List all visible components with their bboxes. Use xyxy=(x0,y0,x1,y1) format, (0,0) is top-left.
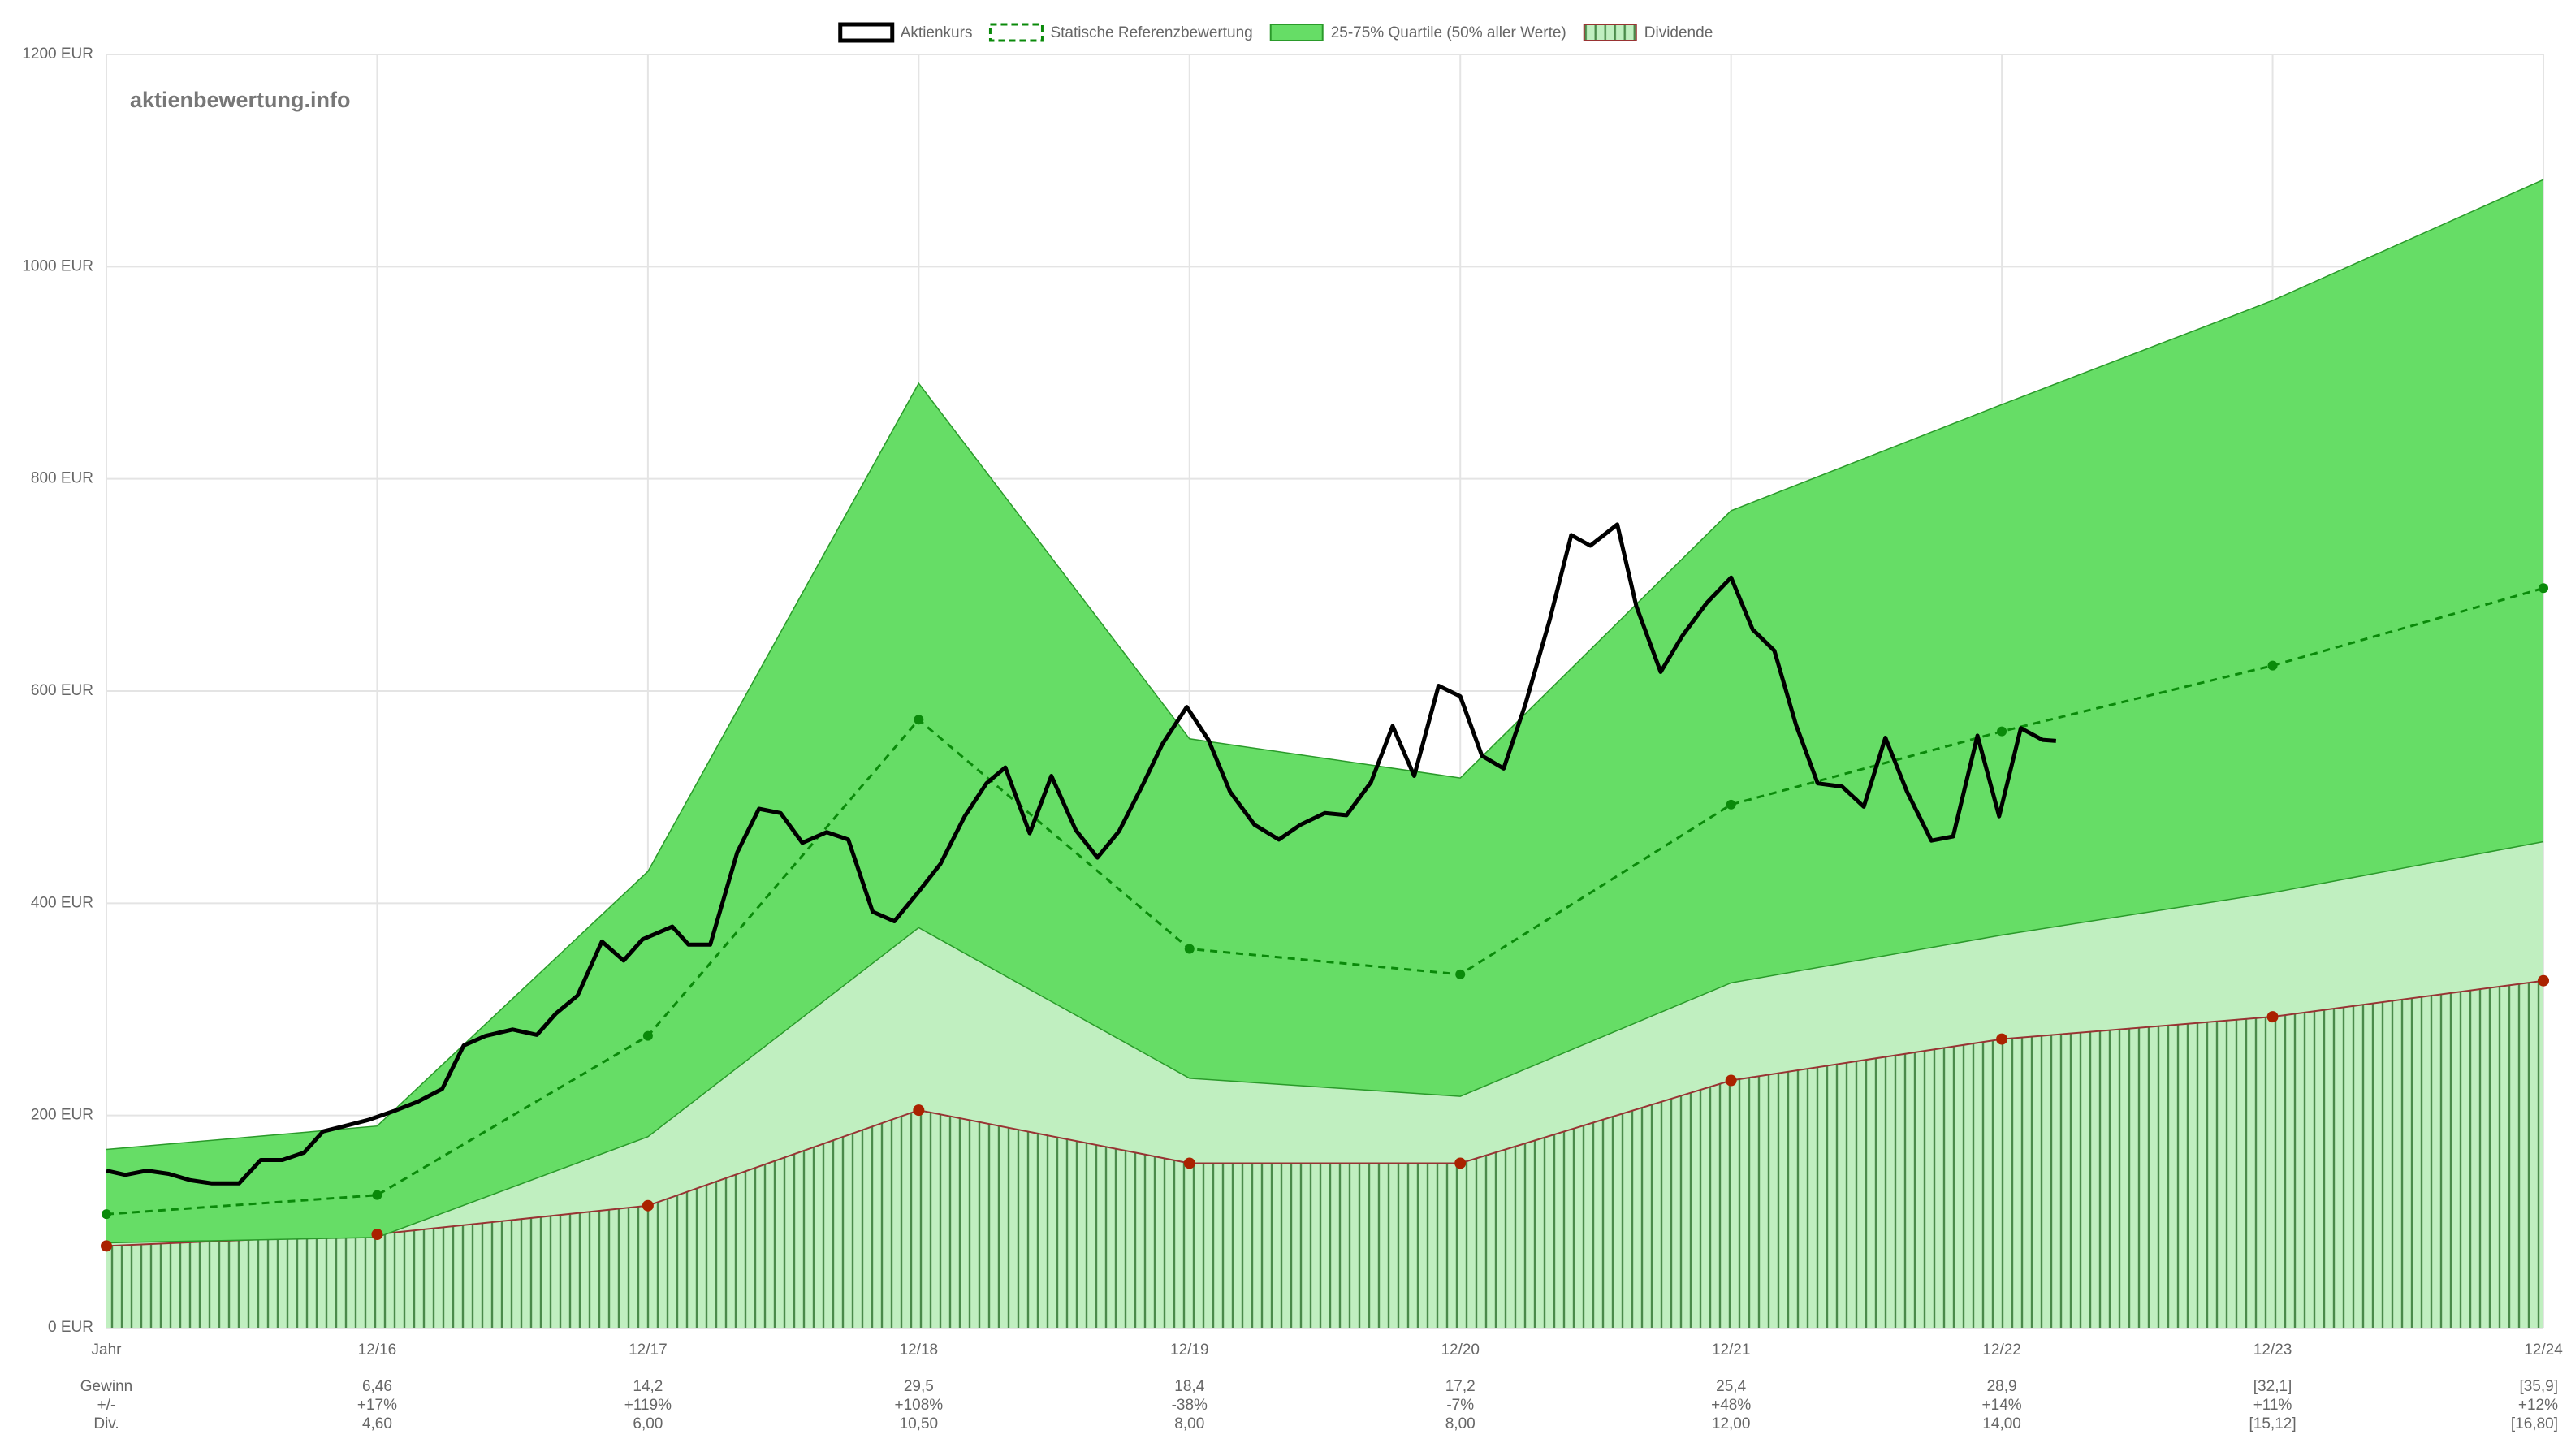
x-tick-label: 12/20 xyxy=(1441,1342,1480,1359)
legend-label: Statische Referenzbewertung xyxy=(1050,24,1252,41)
table-cell: +11% xyxy=(2253,1397,2292,1414)
legend: Aktienkurs Statische Referenzbewertung 25-… xyxy=(838,22,1713,43)
table-row-label: Gewinn xyxy=(80,1378,132,1395)
reference-dot xyxy=(2267,660,2278,671)
quartile-band xyxy=(106,179,2543,1243)
table-cell: -38% xyxy=(1172,1397,1208,1414)
y-tick-label: 1000 EUR xyxy=(22,257,93,274)
table-cell: +12% xyxy=(2518,1397,2558,1414)
legend-swatch xyxy=(988,23,1044,42)
table-cell: 12,00 xyxy=(1712,1415,1751,1432)
dividend-area xyxy=(106,980,2543,1328)
table-cell: 6,46 xyxy=(362,1378,392,1395)
table-cell: +17% xyxy=(357,1397,397,1414)
reference-dot xyxy=(102,1209,111,1220)
table-cell: 18,4 xyxy=(1174,1378,1204,1395)
y-tick-label: 0 EUR xyxy=(48,1319,93,1336)
dividend-dot xyxy=(101,1240,112,1252)
x-tick-label: 12/17 xyxy=(629,1342,668,1359)
table-row-label: Div. xyxy=(93,1415,119,1432)
x-tick-label: 12/18 xyxy=(900,1342,939,1359)
legend-label: 25-75% Quartile (50% aller Werte) xyxy=(1331,24,1566,41)
table-cell: -7% xyxy=(1446,1397,1474,1414)
table-cell: 25,4 xyxy=(1716,1378,1746,1395)
dividend-dot xyxy=(1454,1157,1467,1169)
table-cell: 14,2 xyxy=(633,1378,663,1395)
reference-dot xyxy=(1997,726,2007,737)
table-cell: +14% xyxy=(1982,1397,2022,1414)
dividend-line xyxy=(106,979,2544,1247)
dividend-dot xyxy=(1183,1157,1195,1169)
legend-swatch xyxy=(1269,24,1324,41)
table-row-label: +/- xyxy=(97,1397,116,1414)
x-tick-label: 12/21 xyxy=(1712,1342,1751,1359)
y-tick-label: 1200 EUR xyxy=(22,45,93,63)
reference-dot xyxy=(1455,969,1466,979)
dividend-dot xyxy=(913,1104,925,1117)
table-cell: 6,00 xyxy=(633,1415,663,1432)
x-tick-label: 12/23 xyxy=(2253,1342,2292,1359)
y-tick-label: 200 EUR xyxy=(31,1107,93,1124)
watermark: aktienbewertung.info xyxy=(130,88,351,112)
table-cell: 10,50 xyxy=(900,1415,939,1432)
table-cell: 14,00 xyxy=(1982,1415,2021,1432)
dividend-dot xyxy=(2266,1011,2279,1023)
reference-dot xyxy=(914,715,924,725)
x-tick-label: 12/19 xyxy=(1170,1342,1209,1359)
legend-label: Aktienkurs xyxy=(901,24,973,41)
dividend-dot xyxy=(1996,1033,2008,1045)
table-cell: +119% xyxy=(624,1397,672,1414)
table-cell: 8,00 xyxy=(1445,1415,1476,1432)
dividend-dot xyxy=(371,1229,383,1241)
dividend-dot xyxy=(642,1199,654,1212)
table-cell: [16,80] xyxy=(2511,1415,2558,1432)
quartile-upper-line xyxy=(106,179,2544,1151)
legend-swatch xyxy=(1583,24,1637,41)
x-tick-label: 12/16 xyxy=(358,1342,397,1359)
reference-dot xyxy=(2539,583,2548,594)
reference-line xyxy=(106,586,2544,1216)
table-cell: 17,2 xyxy=(1445,1378,1476,1395)
price-line xyxy=(106,522,2056,1186)
legend-swatch xyxy=(838,22,895,43)
legend-label: Dividende xyxy=(1644,24,1713,41)
table-cell: 8,00 xyxy=(1174,1415,1204,1432)
reference-dot xyxy=(1184,944,1195,954)
reference-dot xyxy=(642,1030,653,1041)
table-cell: [32,1] xyxy=(2253,1378,2292,1395)
table-cell: 28,9 xyxy=(1987,1378,2017,1395)
table-cell: 4,60 xyxy=(362,1415,392,1432)
table-cell: +108% xyxy=(894,1397,943,1414)
x-tick-label: 12/22 xyxy=(1982,1342,2021,1359)
table-cell: [15,12] xyxy=(2249,1415,2297,1432)
reference-dot xyxy=(372,1190,382,1200)
dividend-dot xyxy=(2538,974,2549,987)
table-cell: 29,5 xyxy=(904,1378,934,1395)
table-cell: +48% xyxy=(1711,1397,1751,1414)
y-tick-label: 400 EUR xyxy=(31,894,93,911)
table-cell: [35,9] xyxy=(2519,1378,2558,1395)
x-tick-label: 12/24 xyxy=(2524,1342,2563,1359)
quartile-lower-line xyxy=(106,840,2544,1244)
y-tick-label: 800 EUR xyxy=(31,470,93,487)
y-tick-label: 600 EUR xyxy=(31,682,93,699)
x-tick-label: Jahr xyxy=(92,1342,123,1359)
reference-dot xyxy=(1726,799,1736,810)
dividend-dot xyxy=(1725,1074,1737,1087)
